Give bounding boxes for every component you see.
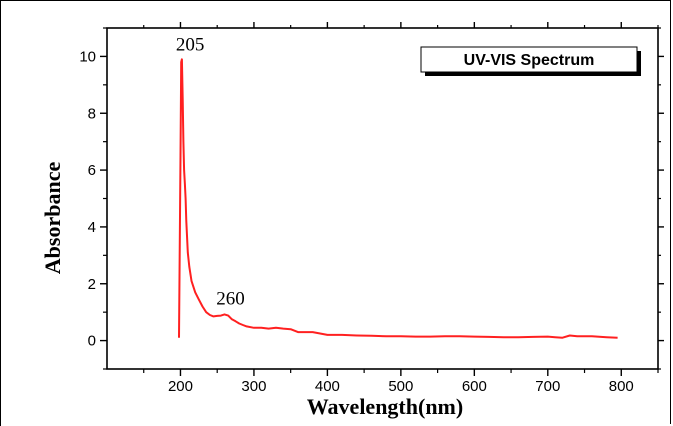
y-tick-label: 8 — [88, 105, 96, 122]
x-axis-title: Wavelength(nm) — [307, 394, 463, 419]
axes-layer — [106, 27, 659, 370]
y-tick-label: 2 — [88, 276, 96, 293]
y-tick-label: 6 — [88, 162, 96, 179]
figure-frame-left-edge — [0, 0, 1, 426]
spectrum-line — [178, 58, 618, 339]
y-tick-label: 4 — [88, 219, 96, 236]
ticks-layer: 200 300 400 500 600 700 800 0 2 4 6 8 10 — [79, 22, 664, 395]
y-tick-label: 10 — [79, 48, 96, 65]
y-tick-label: 0 — [88, 333, 96, 350]
x-tick-label: 300 — [241, 378, 266, 395]
legend-label: UV-VIS Spectrum — [464, 52, 595, 69]
peak-label-205: 205 — [176, 34, 205, 55]
x-tick-label: 500 — [388, 378, 413, 395]
plot-area-border — [106, 27, 659, 370]
y-axis-title: Absorbance — [40, 162, 65, 275]
x-tick-label: 800 — [609, 378, 634, 395]
legend-box — [420, 46, 638, 73]
peak-label-260: 260 — [216, 289, 245, 310]
x-tick-label: 200 — [168, 378, 193, 395]
series-layer — [178, 58, 618, 339]
x-tick-label: 600 — [462, 378, 487, 395]
x-tick-label: 700 — [535, 378, 560, 395]
legend: UV-VIS Spectrum — [420, 46, 641, 76]
annotation-layer: 205 260 — [176, 34, 245, 309]
x-tick-label: 400 — [315, 378, 340, 395]
